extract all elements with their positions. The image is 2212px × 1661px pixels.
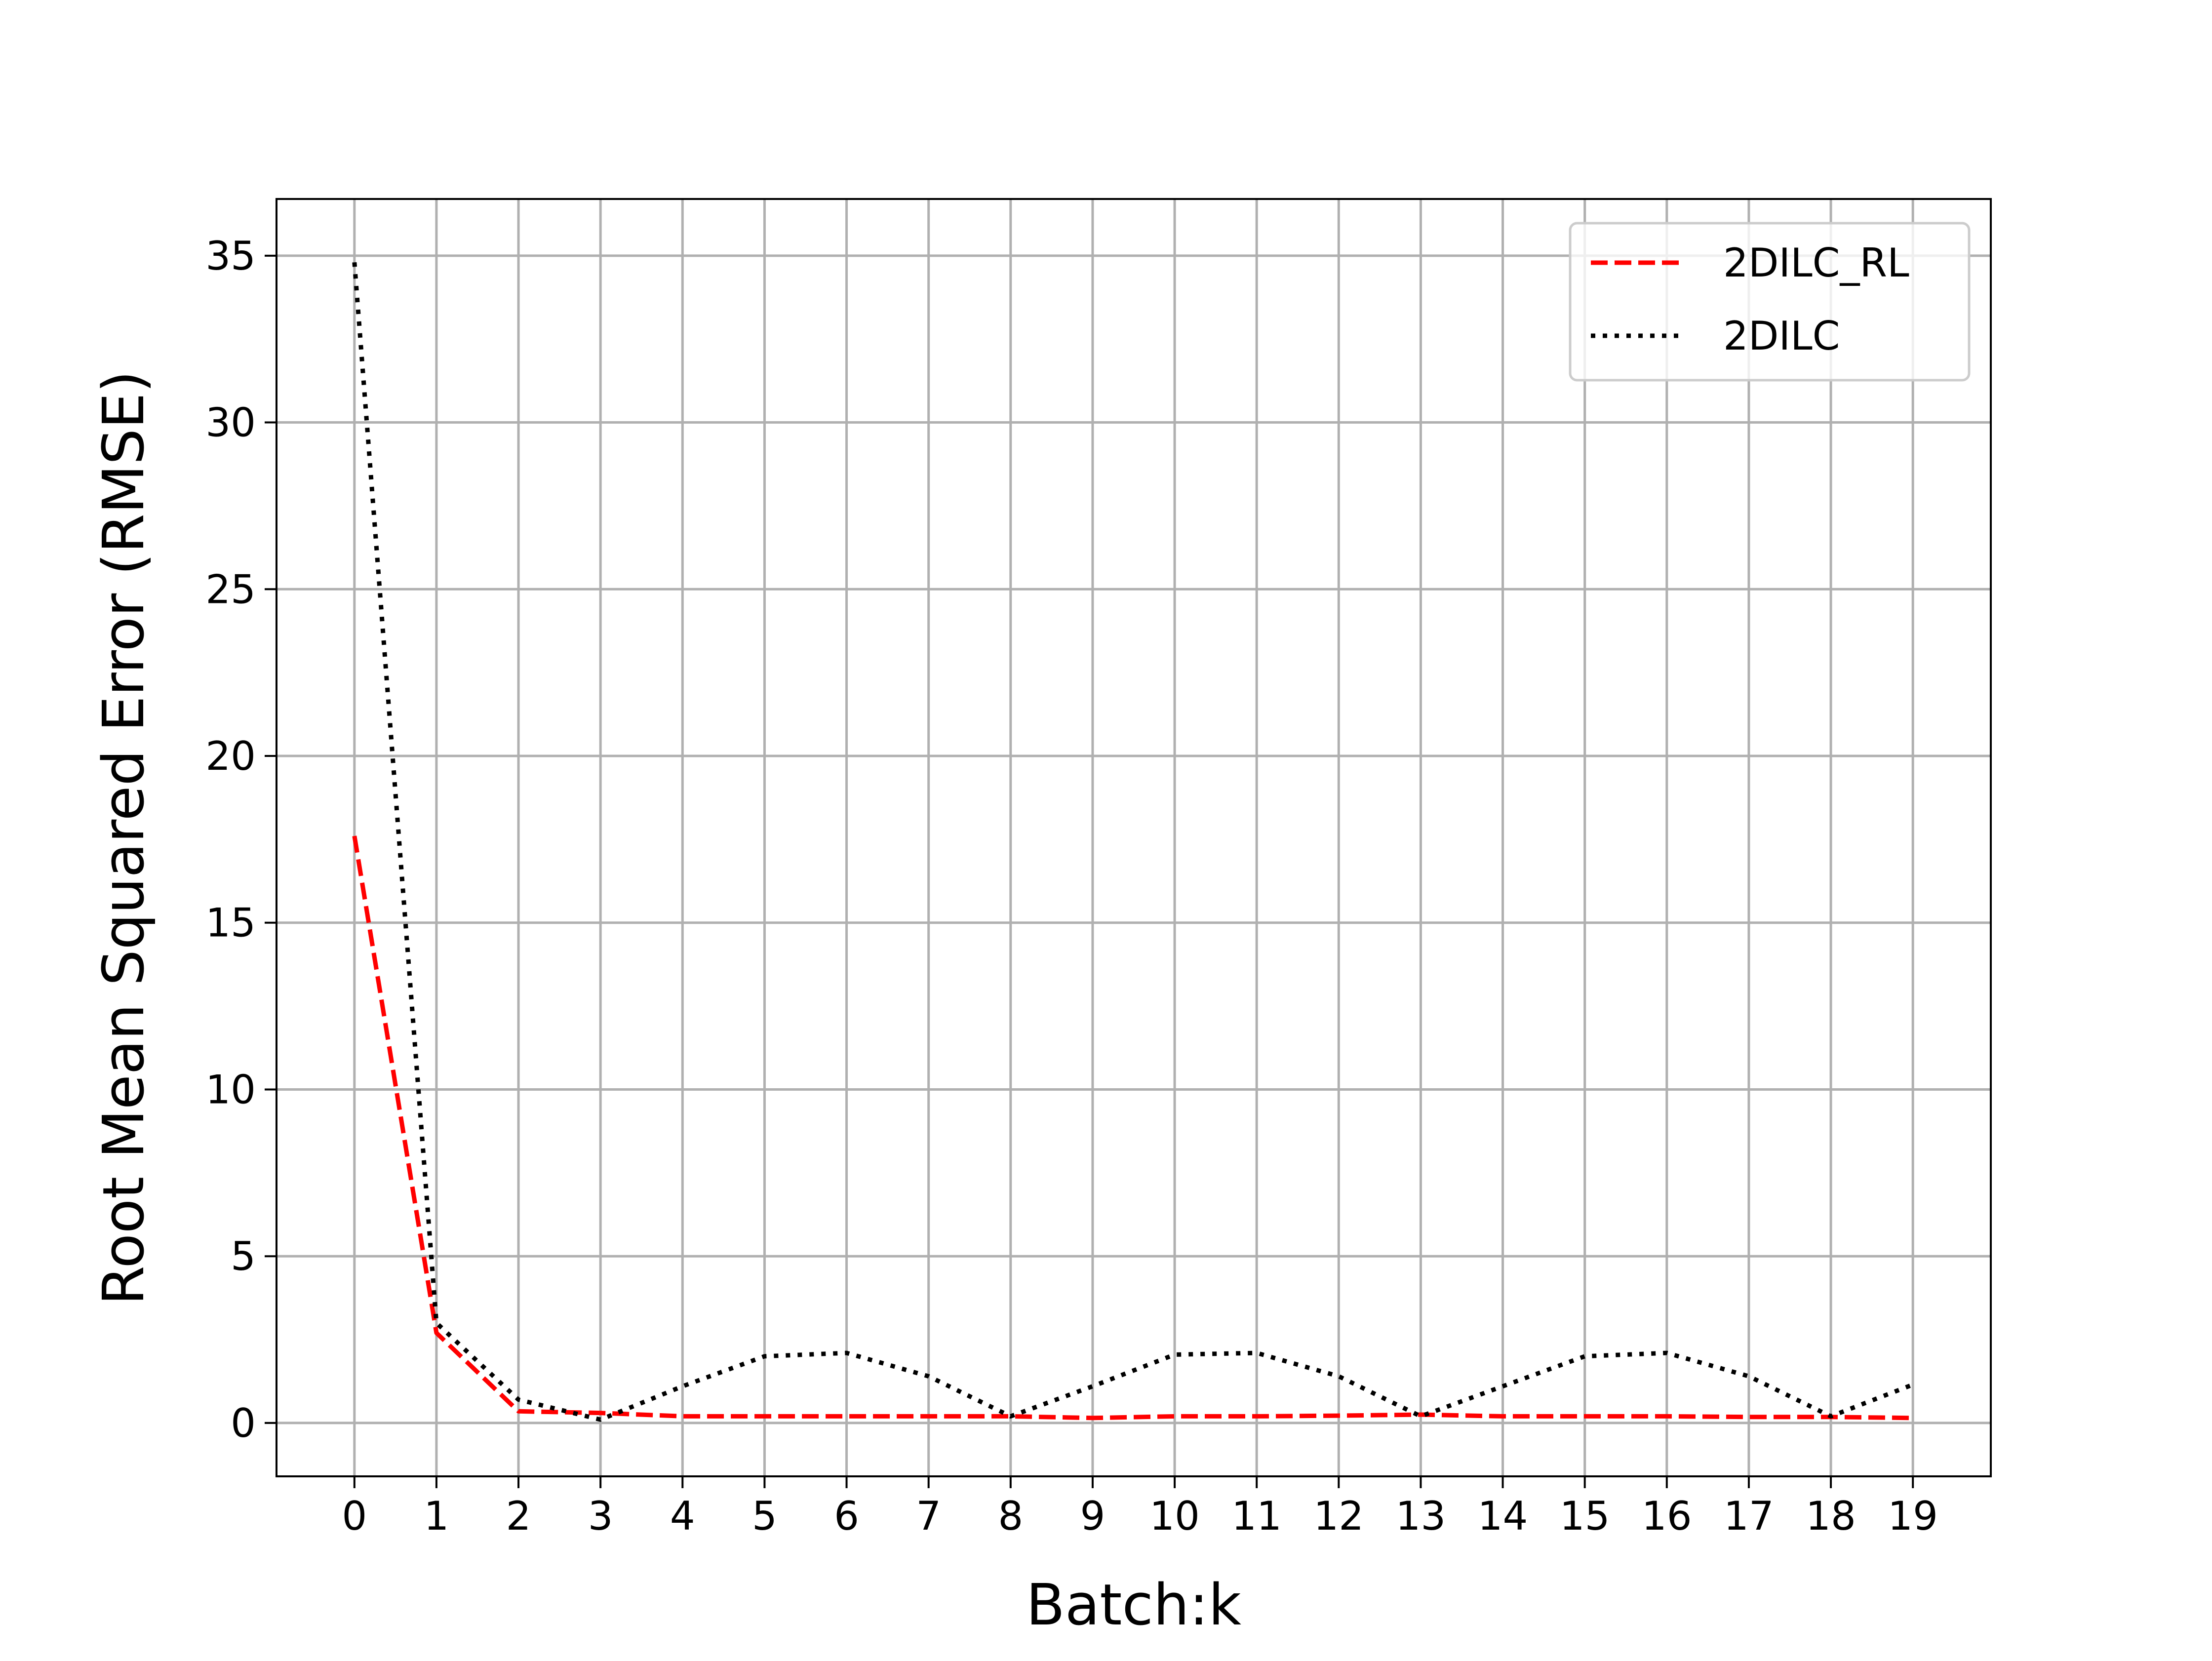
- x-tick-label: 14: [1478, 1493, 1528, 1539]
- legend-label-2dilc: 2DILC: [1723, 313, 1840, 359]
- x-tick-label: 16: [1642, 1493, 1692, 1539]
- axis-ticks: 0 1 2 3 4 5 6 7 8 9 10 11 12 13 14 15 16 17 18 190510152025…: [205, 233, 1938, 1539]
- plot-frame: [276, 198, 1992, 1477]
- y-axis-label: Root Mean Squared Error (RMSE): [91, 371, 157, 1305]
- x-tick-label: 17: [1724, 1493, 1774, 1539]
- series-line-2dilc-rl: [352, 835, 1913, 1421]
- x-tick-label: 6: [834, 1493, 859, 1539]
- x-tick-label: 8: [998, 1493, 1023, 1539]
- series-line-2dilc: [352, 262, 1914, 1422]
- y-tick-label: 30: [205, 400, 256, 446]
- x-tick-label: 12: [1313, 1493, 1364, 1539]
- x-tick-label: 3: [588, 1493, 613, 1539]
- x-tick-label: 10: [1149, 1493, 1200, 1539]
- y-tick-label: 25: [205, 566, 256, 612]
- y-tick-label: 10: [205, 1067, 256, 1112]
- series-layer: [352, 262, 1914, 1422]
- x-tick-label: 18: [1806, 1493, 1856, 1539]
- legend: 2DILC_RL 2DILC: [1569, 222, 1971, 382]
- x-tick-label: 13: [1396, 1493, 1446, 1539]
- x-tick-label: 2: [506, 1493, 531, 1539]
- x-tick-label: 0: [342, 1493, 367, 1539]
- y-tick-label: 15: [205, 900, 256, 946]
- x-tick-label: 4: [670, 1493, 695, 1539]
- y-tick-label: 35: [205, 233, 256, 279]
- y-tick-label: 0: [231, 1400, 256, 1446]
- legend-label-2dilc-rl: 2DILC_RL: [1723, 240, 1909, 286]
- x-tick-label: 11: [1231, 1493, 1282, 1539]
- x-axis-label: Batch:k: [1026, 1572, 1241, 1638]
- x-tick-label: 1: [424, 1493, 449, 1539]
- x-tick-label: 7: [916, 1493, 941, 1539]
- y-tick-label: 20: [205, 733, 256, 779]
- y-tick-label: 5: [231, 1233, 256, 1279]
- x-tick-label: 5: [752, 1493, 777, 1539]
- x-tick-label: 9: [1080, 1493, 1105, 1539]
- x-tick-label: 15: [1560, 1493, 1610, 1539]
- x-tick-label: 19: [1888, 1493, 1938, 1539]
- grid: [276, 199, 1991, 1476]
